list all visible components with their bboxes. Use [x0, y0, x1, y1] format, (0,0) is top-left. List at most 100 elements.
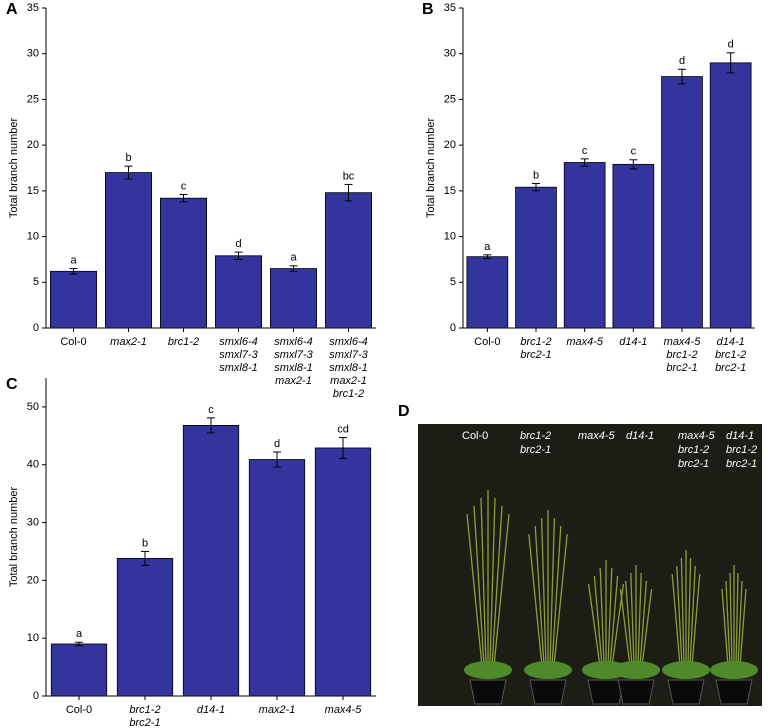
stem	[630, 572, 635, 667]
x-tick-label: brc2-1	[520, 349, 551, 361]
stem	[549, 517, 556, 667]
stem	[671, 573, 681, 667]
photo-label: d14-1	[726, 430, 754, 442]
stem	[676, 565, 683, 667]
y-tick-label: 0	[450, 322, 456, 334]
x-tick-label: Col-0	[474, 336, 500, 348]
stem	[493, 513, 510, 667]
y-axis-label: Total branch number	[425, 118, 437, 219]
y-tick-label: 25	[27, 93, 39, 105]
photo-label: d14-1	[626, 430, 654, 442]
panel-label: A	[6, 1, 18, 18]
significance-letter: d	[235, 238, 241, 250]
significance-letter: cd	[337, 423, 349, 435]
bar	[269, 268, 317, 329]
significance-letter: a	[70, 254, 77, 266]
x-tick-label: d14-1	[197, 704, 225, 716]
photo	[418, 424, 762, 706]
bar	[159, 197, 207, 329]
x-tick-label: max2-1	[330, 375, 367, 387]
significance-letter: d	[679, 55, 685, 67]
bar	[466, 256, 509, 329]
bar	[248, 459, 306, 697]
stem	[637, 572, 642, 667]
x-tick-label: max2-1	[275, 375, 312, 387]
significance-letter: c	[631, 146, 637, 158]
photo-label: brc1-2	[678, 444, 709, 456]
significance-letter: c	[582, 145, 588, 157]
x-tick-label: brc2-1	[129, 717, 160, 728]
photo-label: brc2-1	[520, 444, 551, 456]
rosette	[662, 661, 710, 679]
bar	[563, 162, 606, 329]
x-tick-label: brc2-1	[715, 362, 746, 374]
x-tick-label: d14-1	[717, 336, 745, 348]
x-tick-label: smxl7-3	[274, 349, 313, 361]
y-tick-label: 0	[33, 322, 39, 334]
photo-label: brc1-2	[726, 444, 757, 456]
x-tick-label: smxl8-1	[219, 362, 258, 374]
stem	[473, 505, 485, 667]
pot	[587, 679, 625, 705]
stem	[687, 557, 692, 667]
x-tick-label: smxl6-4	[329, 336, 368, 348]
stem	[480, 497, 487, 667]
y-tick-label: 5	[33, 276, 39, 288]
y-tick-label: 30	[444, 48, 456, 60]
stem	[737, 580, 743, 667]
bar	[661, 76, 703, 329]
x-tick-label: max4-5	[566, 336, 604, 348]
stem	[689, 565, 696, 667]
x-tick-label: smxl6-4	[219, 336, 258, 348]
rosette	[464, 661, 512, 679]
x-tick-label: brc1-2	[129, 704, 160, 716]
y-tick-label: 20	[27, 574, 39, 586]
photo-label: max4-5	[578, 430, 616, 442]
x-tick-label: max4-5	[664, 336, 702, 348]
bar	[50, 270, 98, 329]
y-tick-label: 40	[27, 459, 39, 471]
y-tick-label: 30	[27, 516, 39, 528]
x-tick-label: smxl8-1	[329, 362, 368, 374]
stem	[534, 525, 545, 667]
x-tick-label: brc1-2	[666, 349, 697, 361]
y-tick-label: 10	[27, 632, 39, 644]
x-tick-label: brc2-1	[666, 362, 697, 374]
significance-letter: d	[274, 438, 280, 450]
pot	[617, 679, 655, 705]
stem	[607, 567, 613, 667]
y-tick-label: 10	[444, 230, 456, 242]
x-tick-label: brc1-2	[168, 336, 199, 348]
rosette	[612, 661, 660, 679]
significance-letter: bc	[343, 170, 355, 182]
y-tick-label: 15	[444, 185, 456, 197]
x-tick-label: smxl7-3	[219, 349, 258, 361]
x-tick-label: Col-0	[60, 336, 86, 348]
significance-letter: c	[208, 404, 214, 416]
significance-letter: d	[728, 39, 734, 51]
y-tick-label: 20	[444, 139, 456, 151]
significance-letter: a	[484, 241, 491, 253]
y-tick-label: 25	[444, 93, 456, 105]
panel-label: C	[6, 376, 18, 393]
y-tick-label: 50	[27, 401, 39, 413]
bar	[314, 447, 372, 697]
y-tick-label: 35	[444, 2, 456, 14]
stem	[540, 517, 547, 667]
y-tick-label: 30	[27, 48, 39, 60]
pot	[529, 679, 567, 705]
stem	[729, 572, 733, 667]
bar	[612, 163, 655, 329]
bar	[116, 557, 174, 697]
significance-letter: b	[125, 152, 131, 164]
bar	[709, 62, 752, 329]
stem	[739, 588, 747, 667]
bar	[105, 172, 153, 329]
x-tick-label: brc1-2	[715, 349, 746, 361]
stem	[491, 505, 503, 667]
bar	[324, 192, 372, 329]
photo-label: brc2-1	[678, 458, 709, 470]
y-axis-label: Total branch number	[8, 487, 20, 588]
stem	[489, 497, 496, 667]
significance-letter: c	[181, 180, 187, 192]
